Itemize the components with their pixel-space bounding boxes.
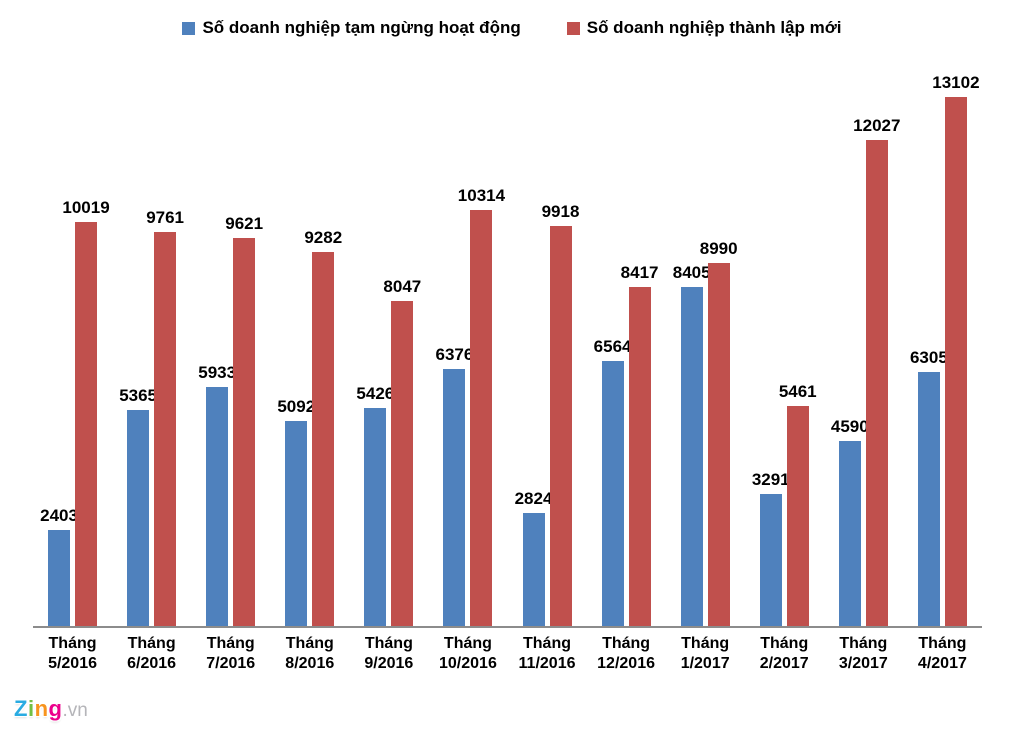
zing-logo-suffix: .vn [62,700,88,721]
value-label: 12027 [853,116,901,135]
bar-group: 5365 9761 [112,97,191,627]
legend: Số doanh nghiệp tạm ngừng hoạt động Số d… [0,18,1024,38]
bar-group: 8405 8990 [666,97,745,627]
value-label: 2824 [514,489,553,508]
value-label: 6305 [909,348,948,367]
bar-group: 5426 8047 [349,97,428,627]
bar-group: 3291 5461 [745,97,824,627]
bar-group: 6564 8417 [587,97,666,627]
x-axis-label: Tháng 4/2017 [917,635,967,672]
bar-group: 2824 9918 [507,97,586,627]
bar-suspended: 6376 [436,345,473,627]
legend-item-suspended: Số doanh nghiệp tạm ngừng hoạt động [182,18,521,38]
value-label: 5365 [119,386,158,405]
x-axis-label: Tháng 12/2016 [597,635,655,672]
value-label: 8990 [699,239,738,258]
bar-new-established: 10314 [458,186,505,627]
bar-new-established: 9282 [304,228,342,627]
bar-new-established: 9621 [225,214,263,627]
value-label: 9282 [304,228,343,247]
legend-swatch-suspended [182,21,196,35]
value-label: 8405 [672,263,711,282]
bar-suspended: 5933 [198,363,236,627]
bar-suspended: 3291 [752,470,790,627]
bar-new-established: 8417 [621,263,658,627]
bar-group: 6305 13102 [903,73,982,627]
x-axis-label: Tháng 5/2016 [48,635,97,672]
x-axis-label: Tháng 8/2016 [285,635,335,672]
bar-suspended: 5365 [119,386,157,627]
bar-suspended: 4590 [831,417,869,627]
bar-suspended: 5092 [277,397,315,627]
value-label: 3291 [751,470,790,489]
value-label: 5461 [778,382,817,401]
value-label: 5933 [198,363,237,382]
bar-suspended: 8405 [673,263,711,627]
value-label: 2403 [40,506,78,525]
bar-suspended: 6564 [594,337,631,627]
value-label: 9918 [541,202,580,221]
value-label: 6376 [435,345,474,364]
x-axis-label: Tháng 9/2016 [364,635,414,672]
bar-new-established: 9761 [146,208,184,627]
legend-label-suspended: Số doanh nghiệp tạm ngừng hoạt động [202,18,521,37]
bar-new-established: 8990 [700,239,738,627]
x-axis-label: Tháng 7/2016 [206,635,256,672]
logo-letter: n [34,696,49,721]
bar-group: 6376 10314 [428,97,507,627]
x-axis-label: Tháng 3/2017 [838,635,888,672]
zing-logo: Zing.vn [14,696,88,722]
x-axis-line [33,626,982,628]
bar-new-established: 12027 [853,116,900,627]
legend-label-new: Số doanh nghiệp thành lập mới [586,18,842,37]
value-label: 13102 [932,73,980,92]
logo-letter: Z [14,696,28,721]
zing-logo-letters: Zing [14,696,62,721]
bar-suspended: 2403 [40,506,78,627]
bar-suspended: 5426 [356,384,394,627]
value-label: 6564 [593,337,632,356]
x-axis-label: Tháng 10/2016 [439,635,497,672]
legend-item-new: Số doanh nghiệp thành lập mới [566,18,842,38]
value-label: 8047 [383,277,422,296]
bar-suspended: 6305 [910,348,948,627]
logo-letter: i [27,696,35,721]
value-label: 5426 [356,384,395,403]
bar-group: 4590 12027 [824,97,903,627]
bar-suspended: 2824 [515,489,552,627]
bar-new-established: 8047 [383,277,421,627]
x-axis-label: Tháng 6/2016 [127,635,177,672]
value-label: 4590 [830,417,869,436]
plot-area: 2403 10019 5365 9761 5933 9621 5092 9282 5426 804… [33,73,982,627]
value-label: 10019 [62,198,110,217]
x-axis-labels: Tháng 5/2016 Tháng 6/2016 Tháng 7/2016 Tháng 8/… [33,634,982,674]
legend-swatch-new [566,21,580,35]
bar-new-established: 10019 [62,198,110,627]
x-axis-label: Tháng 2/2017 [759,635,809,672]
value-label: 8417 [620,263,659,282]
value-label: 5092 [277,397,316,416]
bar-group: 5092 9282 [270,97,349,627]
bar-new-established: 13102 [932,73,980,627]
bar-new-established: 9918 [542,202,579,627]
value-label: 10314 [457,186,506,205]
bar-group: 5933 9621 [191,97,270,627]
bar-new-established: 5461 [779,382,817,627]
value-label: 9761 [146,208,185,227]
x-axis-label: Tháng 1/2017 [680,635,730,672]
value-label: 9621 [225,214,264,233]
bar-group: 2403 10019 [33,97,112,627]
x-axis-label: Tháng 11/2016 [518,635,576,672]
logo-letter: g [48,696,63,721]
